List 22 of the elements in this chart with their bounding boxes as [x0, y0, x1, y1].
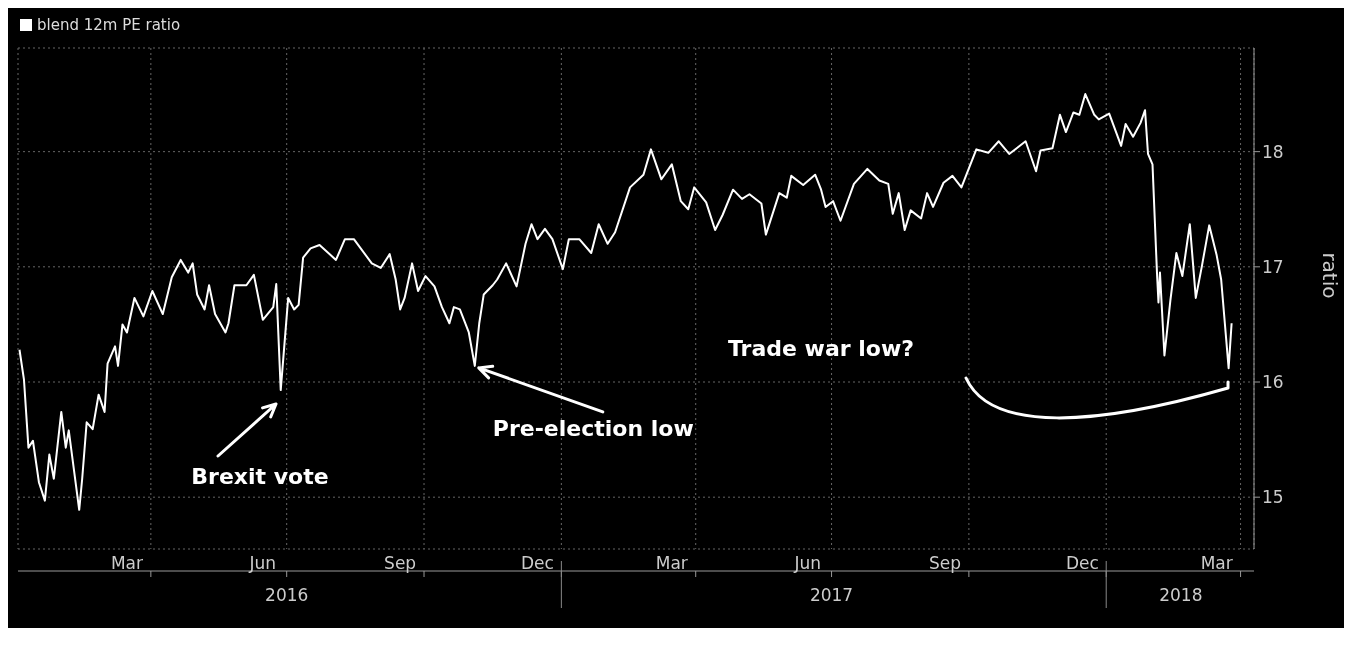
y-tick-label: 17: [1262, 256, 1284, 277]
annotation: Brexit vote: [191, 464, 329, 489]
x-tick-label: Sep: [928, 553, 962, 574]
y-axis-title: ratio: [1317, 252, 1342, 299]
y-tick-label: 16: [1262, 372, 1284, 393]
x-tick-label: Sep: [384, 553, 417, 574]
x2-tick-label: 2017: [809, 585, 854, 605]
x2-tick-label: 2018: [1159, 585, 1203, 605]
x-tick-label: Jun: [793, 553, 821, 574]
x-tick-label: Dec: [1065, 553, 1099, 574]
annotation: Trade war low?: [728, 336, 915, 361]
x-tick-label: Dec: [521, 553, 554, 574]
x-tick-label: Jun: [248, 553, 277, 574]
x2-tick-label: 2016: [265, 585, 309, 605]
y-tick-label: 18: [1262, 141, 1284, 162]
line-series: [18, 93, 1233, 511]
legend-label: blend 12m PE ratio: [37, 16, 181, 34]
y-tick-label: 15: [1262, 487, 1284, 508]
x-tick-label: Mar: [1200, 553, 1233, 574]
x-tick-label: Mar: [110, 553, 144, 574]
x-tick-label: Mar: [655, 553, 688, 574]
annotation: Pre-election low: [492, 415, 694, 441]
